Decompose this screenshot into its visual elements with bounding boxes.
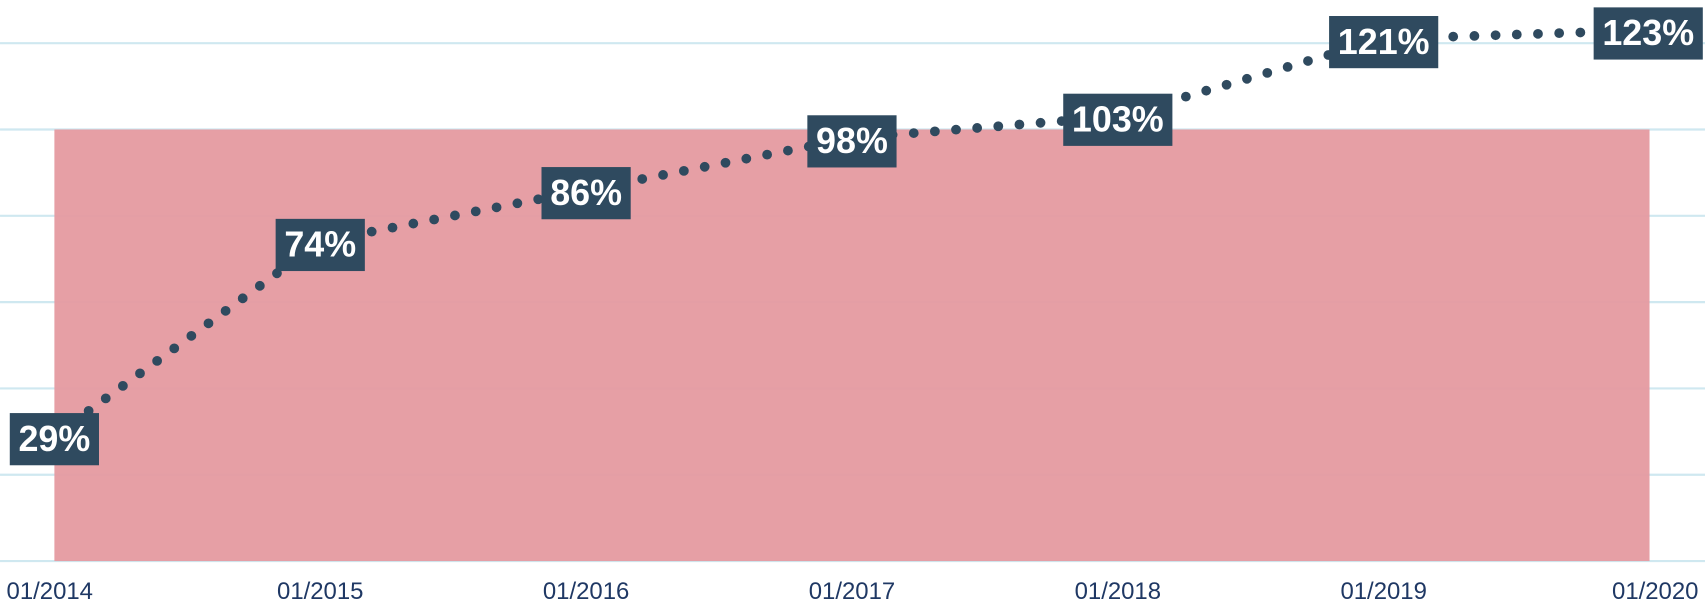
data-label: 98%	[807, 115, 897, 168]
data-label-text: 123%	[1602, 13, 1694, 53]
data-label: 74%	[275, 218, 365, 272]
data-label-text: 103%	[1072, 99, 1164, 139]
data-label: 103%	[1063, 93, 1173, 146]
x-tick-label: 01/2015	[277, 578, 363, 605]
data-label: 123%	[1593, 7, 1703, 60]
data-label-text: 74%	[284, 225, 356, 265]
x-tick-label: 01/2018	[1075, 578, 1161, 605]
x-tick-label: 01/2017	[809, 578, 895, 605]
band-layer	[54, 129, 1650, 562]
data-label-text: 98%	[816, 121, 888, 161]
x-tick-label: 01/2020	[1612, 578, 1698, 605]
data-label: 29%	[9, 413, 99, 466]
data-label-box	[1329, 16, 1439, 69]
x-tick-label: 01/2019	[1340, 578, 1426, 605]
data-label-text: 86%	[550, 173, 622, 213]
data-label-box	[807, 115, 897, 168]
x-tick-label: 01/2014	[7, 578, 93, 605]
data-label-box	[541, 167, 631, 220]
data-label-box	[275, 218, 365, 272]
data-label-text: 29%	[18, 419, 90, 459]
label-layer: 01/2014 01/2015 01/2016 01/2017 01/2018 01/20…	[7, 7, 1703, 605]
data-label-text: 121%	[1338, 22, 1430, 62]
data-label-box	[1063, 93, 1173, 146]
x-tick-label: 01/2016	[543, 578, 629, 605]
data-label: 121%	[1329, 16, 1439, 69]
data-label-box	[1593, 7, 1703, 60]
target-band	[54, 129, 1650, 562]
data-label-box	[9, 413, 99, 466]
data-label: 86%	[541, 167, 631, 220]
